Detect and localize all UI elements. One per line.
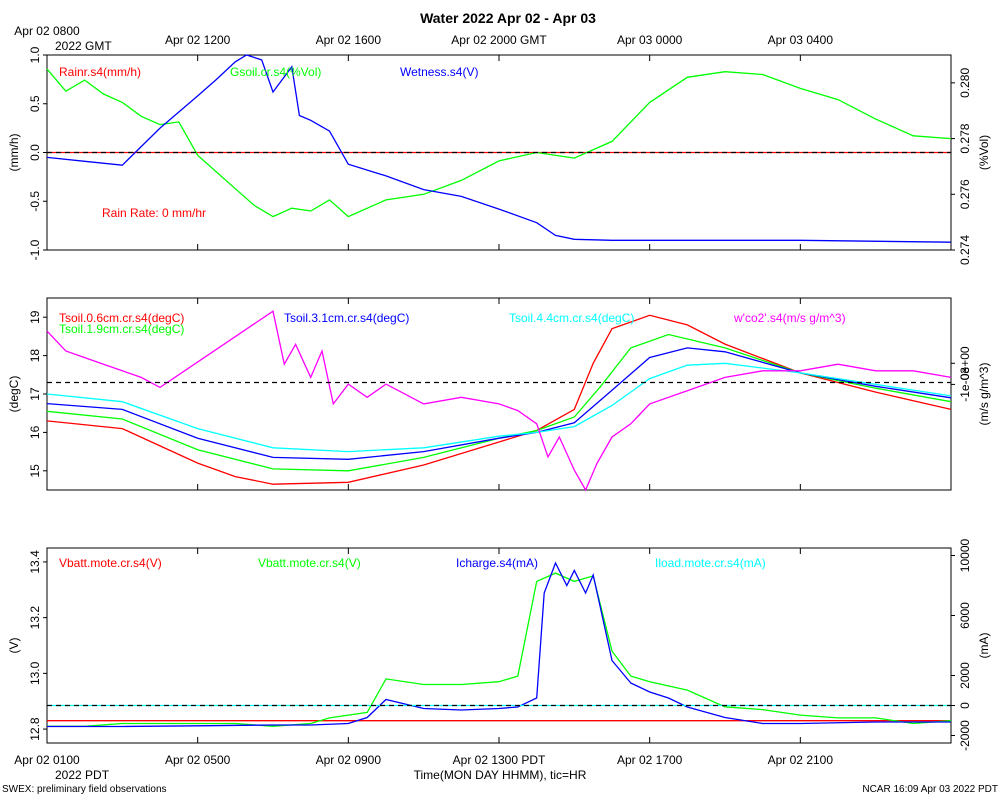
top-tick-label: Apr 03 0000: [617, 33, 683, 47]
legend-tsoil-3-1cm-cr-s4-degc: Tsoil.3.1cm.cr.s4(degC): [284, 311, 409, 325]
right-y-tick-label: -1e-03: [958, 367, 972, 402]
legend-tsoil-4-4cm-cr-s4-degc: Tsoil.4.4cm.cr.s4(degC): [509, 311, 634, 325]
series-tsoil-3-1cm-cr-s4-degc: [46, 347, 952, 460]
series-gsoil-cr-s4-vol: [46, 68, 952, 218]
legend-icharge-s4-ma: Icharge.s4(mA): [456, 556, 538, 570]
right-y-tick-label: 0: [958, 702, 972, 709]
series-tsoil-0-6cm-cr-s4-degc: [46, 314, 952, 485]
left-y-tick-label: 19: [28, 310, 42, 324]
bottom-axis-sublabel: 2022 PDT: [55, 768, 110, 782]
right-y-tick-label: -2000: [958, 720, 972, 751]
series-tsoil-4-4cm-cr-s4-degc: [46, 362, 952, 453]
legend-wetness-s4-v: Wetness.s4(V): [400, 65, 478, 79]
legend-vbatt-mote-cr-s4-v: Vbatt.mote.cr.s4(V): [258, 556, 361, 570]
right-y-tick-label: 0e+00: [958, 346, 972, 380]
top-tick-label: Apr 02 1200: [165, 33, 231, 47]
left-y-tick-label: 12.8: [28, 717, 42, 741]
top-time-axis: Apr 02 0800 Apr 02 1200 Apr 02 1600 Apr 02 …: [14, 24, 833, 47]
left-y-tick-label: 13.0: [28, 661, 42, 685]
right-y-tick-label: 0.276: [958, 179, 972, 209]
right-y-tick-label: 0.278: [958, 123, 972, 153]
top-tick-label: Apr 03 0400: [768, 33, 834, 47]
bottom-time-axis: Apr 02 0100 Apr 02 0500 Apr 02 0900 Apr 02 …: [14, 753, 833, 767]
chart-panels: -1.0 -0.5 0.0 0.5 1.0 0.274 0.276 0.278 0.280 (mm…: [7, 46, 991, 751]
right-y-tick-label: 0.274: [958, 235, 972, 265]
series-tsoil-1-9cm-cr-s4-degc: [46, 333, 952, 472]
footer-right: NCAR 16:09 Apr 03 2022 PDT: [862, 784, 998, 795]
left-y-tick-label: 15: [28, 464, 42, 478]
bottom-tick-label: Apr 02 0500: [165, 753, 231, 767]
legend-gsoil-cr-s4-vol: Gsoil.cr.s4(%Vol): [230, 65, 321, 79]
panel-frame: [46, 547, 952, 744]
left-y-tick-label: 0.0: [28, 144, 42, 161]
right-axis-title: (m/s g/m^3): [977, 363, 991, 426]
left-y-tick-label: 17: [28, 387, 42, 401]
right-y-tick-label: 0.280: [958, 68, 972, 98]
left-axis-title: (V): [7, 638, 21, 654]
chart-title: Water 2022 Apr 02 - Apr 03: [420, 10, 596, 26]
bottom-tick-label: Apr 02 1700: [617, 753, 683, 767]
left-y-tick-label: 13.2: [28, 606, 42, 630]
right-y-tick-label: 6000: [958, 602, 972, 629]
panel-power: 12.8 13.0 13.2 13.4 -2000 0 2000 6000 10000 (V) (m…: [7, 538, 991, 750]
series-wetness-s4-v: [46, 54, 952, 243]
right-axis-title: (%Vol): [977, 135, 991, 170]
left-y-tick-label: 1.0: [28, 46, 42, 63]
top-tick-label: Apr 02 2000 GMT: [451, 33, 547, 47]
x-axis-label: Time(MON DAY HHMM), tic=HR: [414, 768, 587, 782]
right-axis-title: (mA): [977, 633, 991, 659]
left-y-tick-label: 16: [28, 425, 42, 439]
bottom-tick-label: Apr 02 1300 PDT: [453, 753, 546, 767]
series-icharge-s4-ma: [47, 561, 951, 728]
left-y-tick-label: -1.0: [28, 239, 42, 260]
rain-rate-annotation: Rain Rate: 0 mm/hr: [102, 206, 206, 220]
left-y-tick-label: -0.5: [28, 191, 42, 212]
legend-tsoil-0-6cm-cr-s4-degc: Tsoil.0.6cm.cr.s4(degC): [59, 311, 184, 325]
right-y-tick-label: 2000: [958, 662, 972, 689]
bottom-tick-label: Apr 02 2100: [768, 753, 834, 767]
top-axis-sublabel: 2022 GMT: [55, 39, 112, 53]
legend-rainr-s4-mm-h: Rainr.s4(mm/h): [59, 65, 141, 79]
bottom-tick-label: Apr 02 0100: [14, 753, 80, 767]
series-w-co2-s4-m-s-g-m-3: [46, 310, 952, 492]
top-tick-label: Apr 02 1600: [316, 33, 382, 47]
legend-w-co2-s4-m-s-g-m-3: w'co2'.s4(m/s g/m^3): [733, 311, 846, 325]
legend-iload-mote-cr-s4-ma: Iload.mote.cr.s4(mA): [655, 556, 766, 570]
panel-water: -1.0 -0.5 0.0 0.5 1.0 0.274 0.276 0.278 0.280 (mm…: [7, 46, 991, 265]
top-tick-label: Apr 02 0800: [14, 24, 80, 38]
left-y-tick-label: 13.4: [28, 550, 42, 574]
left-axis-title: (degC): [7, 376, 21, 413]
left-y-tick-label: 0.5: [28, 95, 42, 112]
bottom-tick-label: Apr 02 0900: [316, 753, 382, 767]
legend-tsoil-1-9cm-cr-s4-degc: Tsoil.1.9cm.cr.s4(degC): [59, 322, 184, 336]
left-axis-title: (mm/h): [7, 134, 21, 172]
footer-left: SWEX: preliminary field observations: [2, 784, 167, 795]
right-y-tick-label: 10000: [958, 538, 972, 572]
left-y-tick-label: 18: [28, 349, 42, 363]
series-vbatt-mote-cr-s4-v: [47, 572, 952, 727]
legend-vbatt-mote-cr-s4-v: Vbatt.mote.cr.s4(V): [59, 556, 162, 570]
